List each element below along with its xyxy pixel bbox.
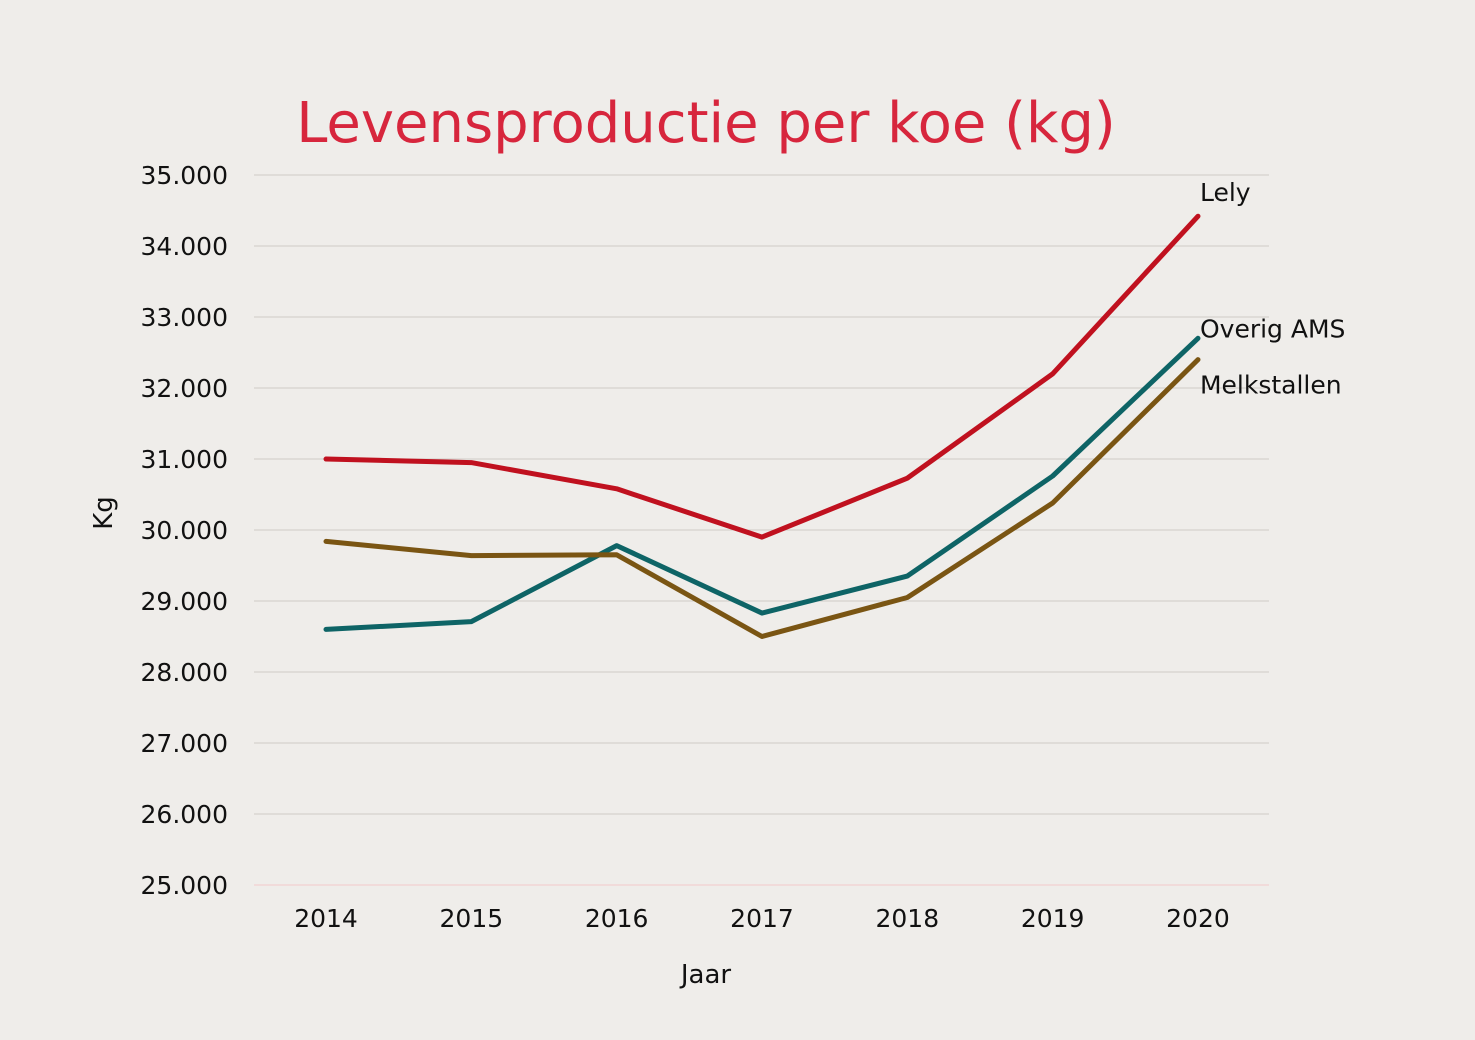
chart-title: Levensproductie per koe (kg) [296,91,1116,156]
y-tick-label: 33.000 [141,303,228,332]
y-tick-label: 30.000 [141,516,228,545]
x-tick-label: 2019 [1021,904,1085,933]
x-tick-label: 2014 [294,904,358,933]
series-label-overig-ams: Overig AMS [1200,314,1345,343]
y-tick-label: 29.000 [141,587,228,616]
x-tick-label: 2015 [440,904,504,933]
y-tick-label: 26.000 [141,800,228,829]
series-label-melkstallen: Melkstallen [1200,371,1342,400]
y-tick-label: 27.000 [141,729,228,758]
y-tick-label: 25.000 [141,871,228,900]
y-tick-label: 34.000 [141,232,228,261]
series-label-lely: Lely [1200,178,1251,207]
y-axis-label: Kg [89,496,119,530]
x-tick-label: 2017 [730,904,794,933]
series-line-overig-ams [323,335,1201,632]
series-line-lely [323,213,1201,540]
gridlines [254,174,1269,886]
series-lines [323,213,1201,639]
series-labels: Lely Overig AMS Melkstallen [1200,178,1345,399]
x-axis-ticks: 2014 2015 2016 2017 2018 2019 2020 [294,904,1230,933]
y-tick-label: 31.000 [141,445,228,474]
y-tick-label: 32.000 [141,374,228,403]
y-axis-ticks: 25.000 26.000 27.000 28.000 29.000 30.000 31.0… [141,161,228,900]
y-tick-label: 28.000 [141,658,228,687]
y-tick-label: 35.000 [141,161,228,190]
x-tick-label: 2020 [1166,904,1230,933]
x-tick-label: 2018 [876,904,940,933]
series-line-melkstallen [323,357,1201,639]
x-axis-label: Jaar [679,960,732,990]
x-tick-label: 2016 [585,904,649,933]
